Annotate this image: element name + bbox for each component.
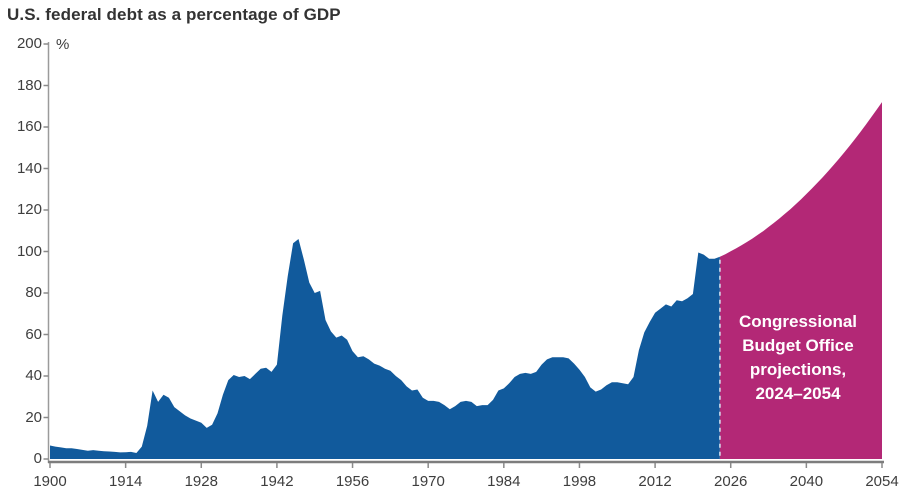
y-tick-label: 0 (33, 450, 42, 467)
annotation-line: projections, (749, 360, 847, 379)
x-tick-label: 2026 (714, 473, 748, 490)
y-tick-label: 160 (16, 118, 42, 135)
projection-area (719, 102, 882, 459)
annotation-line: Budget Office (742, 336, 854, 355)
y-tick-label: 20 (25, 408, 42, 426)
y-tick-label: 100 (16, 242, 42, 260)
x-tick-label: 1928 (184, 473, 218, 490)
historical-area (50, 239, 720, 459)
y-tick-label: 40 (25, 367, 42, 384)
chart-title: U.S. federal debt as a percentage of GDP (7, 5, 341, 24)
y-tick-label: 200 (16, 35, 42, 52)
annotation-line: 2024–2054 (755, 384, 841, 403)
y-tick-label: 180 (16, 76, 42, 94)
projection-annotation: Congressional Budget Office projections,… (703, 310, 893, 406)
x-tick-label: 1998 (562, 473, 597, 490)
x-tick-label: 1984 (487, 473, 521, 490)
x-tick-label: 2054 (865, 473, 899, 490)
annotation-line: Congressional (738, 312, 858, 331)
x-tick-label: 1956 (335, 473, 370, 490)
x-tick-label: 1942 (260, 473, 294, 490)
x-tick-label: 2040 (789, 473, 824, 490)
y-axis-unit-label: % (56, 36, 70, 53)
x-tick-label: 1970 (411, 473, 445, 490)
y-tick-label: 80 (25, 284, 42, 301)
x-tick-label: 1914 (108, 473, 143, 490)
y-tick-label: 60 (25, 325, 42, 343)
x-tick-label: 1900 (33, 473, 67, 490)
y-tick-label: 120 (16, 201, 42, 218)
y-tick-label: 140 (16, 159, 42, 177)
x-tick-label: 2012 (638, 473, 672, 490)
